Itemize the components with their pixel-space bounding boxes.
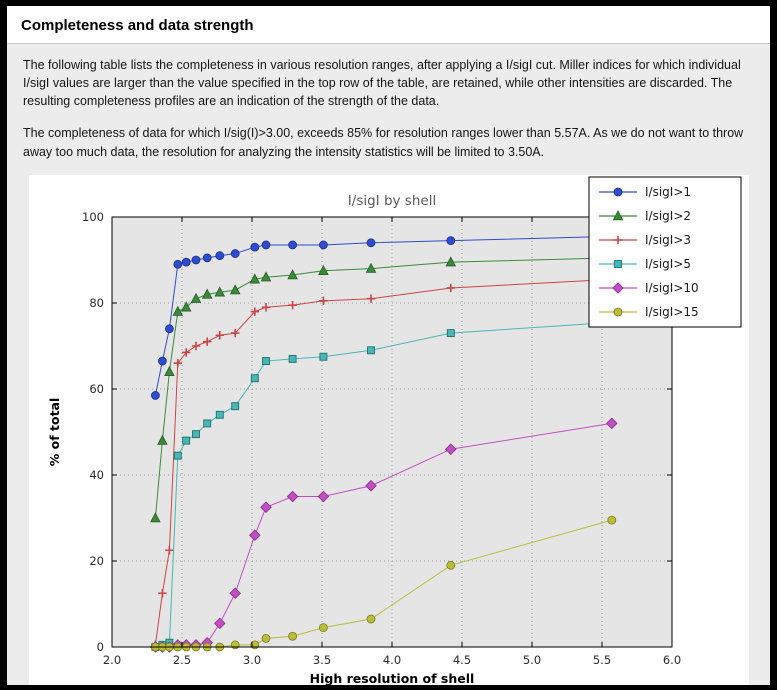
legend-entry-I/sigI>1: I/sigI>1 bbox=[599, 185, 691, 199]
series-I/sigI>1 bbox=[151, 231, 617, 400]
legend-entry-I/sigI>5: I/sigI>5 bbox=[599, 257, 691, 271]
svg-text:I/sigI>2: I/sigI>2 bbox=[645, 209, 691, 223]
svg-text:3.5: 3.5 bbox=[313, 653, 331, 667]
x-tick-labels: 2.0 2.5 3.0 3.5 4.0 4.5 5.0 5.5 6.0 bbox=[103, 653, 681, 667]
svg-text:0: 0 bbox=[97, 640, 104, 654]
completeness-chart-figure: 2.0 2.5 3.0 3.5 4.0 4.5 5.0 5.5 6.0 0 20 40 60 80 100 I… bbox=[29, 174, 749, 685]
svg-text:I/sigI>10: I/sigI>10 bbox=[645, 281, 699, 295]
svg-text:3.0: 3.0 bbox=[243, 653, 261, 667]
svg-text:I/sigI>1: I/sigI>1 bbox=[645, 185, 691, 199]
svg-text:6.0: 6.0 bbox=[663, 653, 681, 667]
intro-paragraph: The following table lists the completene… bbox=[23, 58, 741, 109]
series-I/sigI>2 bbox=[150, 251, 618, 522]
report-header: Completeness and data strength bbox=[7, 6, 770, 44]
legend-entry-I/sigI>3: I/sigI>3 bbox=[599, 233, 691, 247]
plot-area bbox=[112, 216, 672, 647]
legend-entry-I/sigI>15: I/sigI>15 bbox=[599, 305, 699, 319]
report-page: Completeness and data strength The follo… bbox=[7, 6, 770, 685]
y-axis-label: % of total bbox=[47, 397, 62, 466]
svg-text:2.0: 2.0 bbox=[103, 653, 121, 667]
svg-text:4.5: 4.5 bbox=[453, 653, 471, 667]
svg-text:20: 20 bbox=[89, 554, 104, 568]
report-body: The following table lists the completene… bbox=[7, 44, 770, 685]
legend-entry-I/sigI>2: I/sigI>2 bbox=[599, 209, 691, 223]
page-title: Completeness and data strength bbox=[21, 17, 254, 34]
legend: I/sigI>1 I/sigI>2 I/sigI>3 I/sigI>5 I/sigI>1… bbox=[588, 176, 742, 328]
y-tick-labels: 0 20 40 60 80 100 bbox=[82, 210, 104, 654]
svg-text:60: 60 bbox=[89, 382, 104, 396]
svg-text:40: 40 bbox=[89, 468, 104, 482]
svg-text:2.5: 2.5 bbox=[173, 653, 191, 667]
chart-title: I/sigI by shell bbox=[348, 193, 436, 209]
svg-text:I/sigI>3: I/sigI>3 bbox=[645, 233, 691, 247]
x-axis-label: High resolution of shell bbox=[310, 671, 475, 685]
resolution-note-paragraph: The completeness of data for which I/sig… bbox=[23, 126, 744, 159]
svg-text:80: 80 bbox=[89, 296, 104, 310]
svg-text:I/sigI>15: I/sigI>15 bbox=[645, 305, 699, 319]
legend-entry-I/sigI>10: I/sigI>10 bbox=[599, 281, 699, 295]
svg-text:4.0: 4.0 bbox=[383, 653, 401, 667]
svg-text:I/sigI>5: I/sigI>5 bbox=[645, 257, 691, 271]
svg-text:5.0: 5.0 bbox=[523, 653, 541, 667]
completeness-chart: 2.0 2.5 3.0 3.5 4.0 4.5 5.0 5.5 6.0 0 20 40 60 80 100 I… bbox=[47, 176, 742, 685]
svg-text:100: 100 bbox=[82, 210, 104, 224]
svg-text:5.5: 5.5 bbox=[593, 653, 611, 667]
